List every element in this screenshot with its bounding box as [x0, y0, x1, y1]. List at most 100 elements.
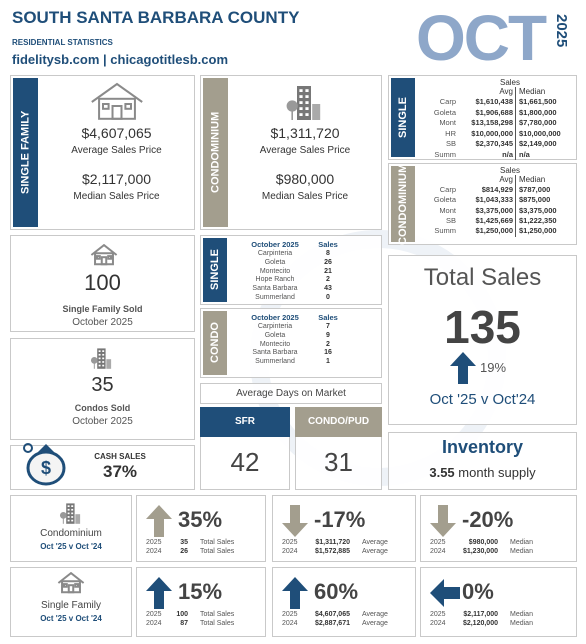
table-header: Median	[519, 87, 546, 96]
arrow-icon	[430, 577, 460, 609]
days-value: 42	[230, 447, 260, 477]
column-divider	[515, 175, 516, 237]
table-area: Montecito	[259, 340, 291, 348]
cash-sales-value: 37%	[102, 462, 138, 481]
table-median: $875,000	[519, 195, 551, 205]
average-label: Average Sales Price	[259, 145, 351, 156]
table-area: Santa Barbara	[252, 349, 298, 357]
comparison-year: 2025	[282, 539, 298, 546]
table-median: n/a	[519, 149, 530, 159]
house-icon	[90, 243, 118, 266]
comparison-metric: Total Sales	[200, 539, 235, 546]
comparison-change: 60%	[314, 579, 359, 604]
building-icon	[59, 501, 83, 525]
comparison-metric: Average	[362, 611, 388, 618]
svg-text:$: $	[41, 458, 51, 478]
days-value: 31	[324, 447, 353, 477]
table-average: $1,425,669	[475, 215, 513, 225]
table-period: October 2025	[251, 240, 299, 249]
panel-label: SINGLE FAMILY	[13, 78, 38, 227]
table-median: $3,375,000	[519, 205, 557, 215]
inventory-label: Inventory	[441, 437, 524, 457]
panel-label: CONDO	[203, 311, 227, 375]
table-median: $1,250,000	[519, 226, 557, 236]
table-average: $10,000,000	[471, 128, 513, 138]
comparison-period: Oct '25 v Oct '24	[40, 614, 102, 623]
comparison-year: 2025	[430, 611, 446, 618]
table-average: $1,043,333	[475, 195, 513, 205]
table-area: Hope Ranch	[255, 276, 295, 284]
median-label: Median Sales Price	[73, 191, 160, 202]
table-area: Carpinteria	[257, 250, 293, 257]
table-sales: 8	[326, 250, 330, 257]
table-median: $1,222,350	[519, 215, 557, 225]
comparison-metric: Median	[510, 539, 533, 546]
table-city: HR	[445, 128, 456, 138]
comparison-metric: Median	[510, 611, 533, 618]
table-sales: 43	[324, 285, 332, 293]
total-sales-change: 19%	[480, 360, 507, 375]
table-average: n/a	[502, 149, 513, 159]
comparison-year: 2024	[430, 620, 446, 627]
table-sales: 7	[326, 323, 330, 330]
table-city: Carp	[439, 185, 456, 194]
sold-period: October 2025	[72, 317, 133, 328]
comparison-year: 2025	[146, 611, 162, 618]
comparison-year: 2025	[282, 611, 298, 618]
comparison-year: 2024	[430, 548, 446, 555]
table-city: Goleta	[433, 195, 456, 205]
comparison-value: 35	[180, 539, 188, 546]
table-median: $787,000	[519, 185, 551, 194]
comparison-year: 2025	[146, 539, 162, 546]
comparison-label: Condominium	[40, 528, 102, 539]
table-sales: 0	[326, 294, 330, 301]
panel-label: CONDOMINIUM	[203, 78, 228, 227]
header-title: SOUTH SANTA BARBARA COUNTY	[12, 8, 300, 27]
inventory-value: 3.55	[429, 465, 455, 480]
header-month: OCT	[416, 2, 547, 74]
table-area: Goleta	[264, 258, 286, 266]
table-median: $10,000,000	[519, 128, 561, 138]
table-area: Summerland	[255, 294, 295, 301]
arrow-icon	[282, 505, 312, 537]
arrow-icon	[282, 577, 312, 609]
comparison-metric: Total Sales	[200, 548, 235, 555]
table-sales: 26	[324, 258, 332, 266]
sales-table	[200, 308, 382, 378]
sold-count: 35	[91, 374, 114, 396]
table-header: Avg	[499, 87, 513, 96]
comparison-year: 2025	[430, 539, 446, 546]
table-average: $1,610,438	[475, 97, 513, 106]
panel-label: SINGLE	[203, 238, 227, 302]
comparison-period: Oct '25 v Oct '24	[40, 542, 102, 551]
table-sales: 21	[324, 267, 332, 275]
inventory-line: 3.55 month supply	[388, 465, 577, 480]
table-average: $13,158,298	[471, 118, 513, 127]
comparison-value: 26	[180, 548, 188, 555]
comparison-metric: Average	[362, 539, 388, 546]
table-header: Sales	[318, 313, 338, 322]
comparison-metric: Total Sales	[200, 620, 235, 627]
comparison-metric: Median	[510, 620, 533, 627]
table-city: Summ	[434, 149, 456, 159]
arrow-icon	[430, 505, 460, 537]
price-table	[388, 75, 577, 160]
comparison-year: 2024	[282, 548, 298, 555]
building-icon	[285, 82, 325, 122]
table-sales: 9	[326, 331, 330, 339]
comparison-change: -20%	[462, 507, 514, 532]
table-median: $1,661,500	[519, 97, 557, 106]
days-on-market-panel	[200, 383, 382, 404]
comparison-value: $4,607,065	[314, 611, 350, 618]
average-label: Average Sales Price	[71, 145, 162, 156]
price-panel	[10, 75, 195, 230]
median-price: $2,117,000	[81, 171, 152, 187]
header-websites: fidelitysb.com | chicagotitlesb.com	[12, 52, 229, 67]
table-header: Sales	[499, 78, 520, 87]
table-average: $814,929	[481, 185, 513, 194]
table-sales: 16	[324, 349, 332, 357]
comparison-value: $1,230,000	[462, 548, 498, 555]
inventory-unit: month supply	[458, 465, 536, 480]
comparison-value: 100	[176, 611, 188, 618]
